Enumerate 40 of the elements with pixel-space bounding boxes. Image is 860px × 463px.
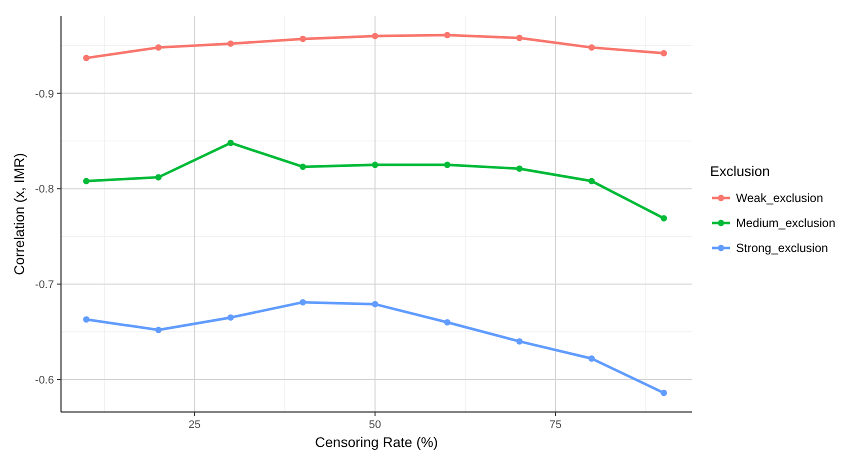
point (227, 314, 234, 321)
point (516, 338, 523, 345)
x-tick-label: 75 (549, 419, 562, 431)
y-tick-label: -0.7 (35, 279, 54, 292)
point (660, 215, 668, 222)
x-tick-label: 50 (368, 419, 382, 431)
y-tick-label: -0.6 (35, 374, 54, 387)
point (444, 319, 450, 326)
y-tick-label: -0.8 (35, 184, 54, 196)
point (83, 178, 90, 184)
point (516, 165, 523, 172)
point (516, 34, 523, 42)
point (227, 40, 234, 47)
point (300, 36, 306, 42)
point (660, 50, 668, 56)
point (372, 32, 378, 40)
point (227, 140, 234, 146)
point (444, 162, 450, 168)
y-axis-title: Correlation (x, IMR) (11, 152, 27, 276)
point (444, 32, 450, 38)
legend-label: Medium_exclusion (736, 216, 836, 230)
point (83, 316, 90, 323)
point (300, 299, 306, 306)
legend-label: Weak_exclusion (736, 191, 824, 205)
x-axis-title: Censoring Rate (%) (315, 434, 438, 450)
point (83, 54, 90, 62)
point (372, 162, 378, 168)
point (155, 326, 162, 334)
point (660, 390, 668, 396)
point (588, 355, 595, 362)
point (155, 174, 162, 180)
point (155, 44, 162, 51)
point (300, 164, 306, 170)
point (372, 300, 378, 308)
x-tick-label: 25 (188, 419, 201, 431)
legend-label: Strong_exclusion (736, 241, 828, 255)
y-tick-label: -0.9 (35, 88, 54, 100)
legend-title: Exclusion (710, 163, 770, 179)
point (588, 44, 595, 51)
point (588, 178, 595, 184)
